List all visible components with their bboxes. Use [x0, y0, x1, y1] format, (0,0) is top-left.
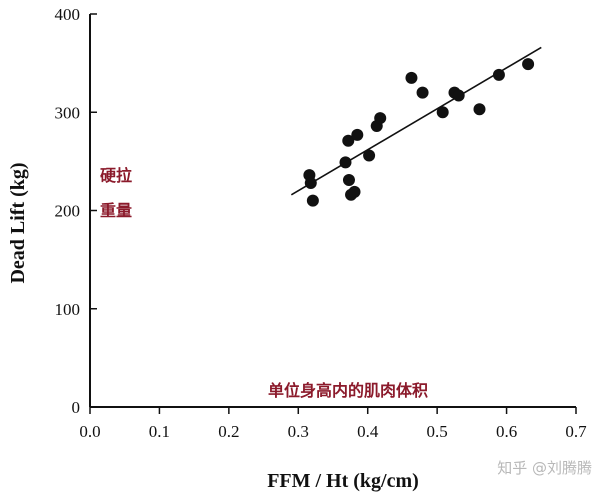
data-point	[452, 89, 465, 102]
watermark: 知乎 @刘腾腾	[497, 459, 592, 477]
data-point	[436, 106, 449, 119]
x-tick-label: 0.1	[149, 422, 170, 441]
data-point	[522, 58, 535, 71]
x-tick-label: 0.7	[565, 422, 587, 441]
data-point	[492, 68, 505, 81]
data-point	[339, 156, 352, 169]
data-point	[306, 194, 319, 207]
x-tick-label: 0.3	[288, 422, 309, 441]
y-tick-label: 0	[72, 398, 81, 417]
data-point	[473, 103, 486, 116]
data-point	[342, 174, 355, 187]
y-tick-label: 100	[55, 300, 81, 319]
data-point	[342, 134, 355, 147]
data-point	[374, 112, 387, 125]
x-axis-label: FFM / Ht (kg/cm)	[267, 470, 419, 492]
data-point	[304, 176, 317, 189]
x-tick-label: 0.5	[427, 422, 448, 441]
x-tick-label: 0.6	[496, 422, 517, 441]
x-tick-label: 0.4	[357, 422, 379, 441]
x-ticks: 0.0 0.1 0.2 0.3 0.4 0.5 0.6 0.7	[79, 407, 587, 441]
annotation-deadlift: 硬拉	[100, 166, 132, 185]
trend-line	[290, 46, 542, 196]
data-point	[416, 86, 429, 99]
data-point	[348, 185, 361, 198]
data-point	[351, 128, 364, 141]
y-axis-label: Dead Lift (kg)	[7, 162, 29, 283]
data-points	[303, 58, 535, 207]
y-tick-label: 300	[55, 103, 81, 122]
annotation-weight: 重量	[100, 201, 132, 220]
y-tick-label: 400	[55, 5, 81, 24]
annotation-muscle-per-height: 单位身高内的肌肉体积	[268, 381, 428, 400]
y-tick-label: 200	[55, 202, 81, 221]
x-tick-label: 0.2	[218, 422, 239, 441]
y-ticks: 0 100 200 300 400	[55, 5, 97, 417]
data-point	[363, 149, 376, 162]
data-point	[405, 71, 418, 84]
x-tick-label: 0.0	[79, 422, 100, 441]
